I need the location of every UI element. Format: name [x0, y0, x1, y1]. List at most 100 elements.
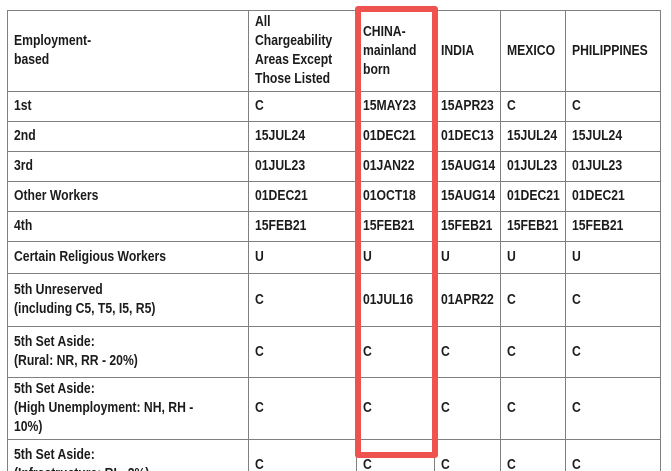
cell-text: 01DEC21	[507, 188, 560, 204]
cell-text: 15FEB21	[255, 218, 307, 234]
cell-text: C	[441, 456, 450, 471]
value-cell: 15JUL24	[565, 121, 661, 152]
cell-text: 3rd	[14, 158, 33, 174]
value-cell: U	[356, 241, 435, 274]
row-label-cell: 5th Set Aside: (Rural: NR, RR - 20%)	[7, 326, 249, 378]
cell-text: C	[441, 343, 450, 360]
value-cell: U	[434, 241, 501, 274]
cell-text: C	[441, 400, 450, 416]
cell-text: U	[363, 249, 372, 265]
cell-text: C	[507, 456, 516, 471]
cell-text: 4th	[14, 218, 33, 234]
cell-text: 5th Unreserved (including C5, T5, I5, R5…	[14, 282, 156, 317]
column-header-mexico: MEXICO	[500, 10, 566, 92]
table-row-1st: 1st C 15MAY23 15APR23 C C	[7, 91, 661, 122]
header-text: CHINA- mainland born	[363, 23, 417, 78]
cell-text: Certain Religious Workers	[14, 249, 167, 265]
value-cell: C	[434, 439, 501, 471]
column-header-all-chargeability: All Chargeability Areas Except Those Lis…	[248, 10, 357, 92]
column-header-china-mainland-born: CHINA- mainland born	[356, 10, 435, 92]
value-cell: C	[356, 377, 435, 440]
row-label-cell: Certain Religious Workers	[7, 241, 249, 274]
cell-text: C	[507, 343, 516, 360]
header-row: Employment- based All Chargeability Area…	[7, 10, 661, 92]
value-cell: 15AUG14	[434, 151, 501, 182]
value-cell: C	[500, 273, 566, 327]
table-row-3rd: 3rd 01JUL23 01JAN22 15AUG14 01JUL23 01JU…	[7, 151, 661, 182]
value-cell: C	[565, 377, 661, 440]
cell-text: 5th Set Aside: (Infrastructure: RI - 2%)	[14, 447, 149, 471]
value-cell: C	[356, 439, 435, 471]
row-label-cell: 4th	[7, 211, 249, 242]
cell-text: 15JUL24	[572, 128, 623, 144]
cell-text: 01DEC13	[441, 128, 494, 144]
table-row-5th-set-aside-high-unemployment: 5th Set Aside: (High Unemployment: NH, R…	[7, 377, 661, 440]
value-cell: C	[500, 377, 566, 440]
value-cell: C	[356, 326, 435, 378]
value-cell: 15JUL24	[248, 121, 357, 152]
value-cell: C	[248, 326, 357, 378]
header-text: All Chargeability Areas Except Those Lis…	[255, 14, 333, 87]
value-cell: C	[500, 326, 566, 378]
cell-text: C	[255, 343, 264, 360]
value-cell: 15APR23	[434, 91, 501, 122]
cell-text: 15FEB21	[441, 218, 493, 234]
cell-text: U	[441, 249, 450, 265]
header-text: Employment- based	[14, 33, 92, 68]
value-cell: C	[434, 377, 501, 440]
value-cell: C	[565, 326, 661, 378]
cell-text: C	[507, 400, 516, 416]
header-text: INDIA	[441, 42, 475, 59]
row-label-cell: Other Workers	[7, 181, 249, 212]
cell-text: C	[572, 291, 581, 308]
cell-text: 01JAN22	[363, 158, 415, 174]
cell-text: 5th Set Aside: (High Unemployment: NH, R…	[14, 381, 194, 435]
cell-text: C	[255, 456, 264, 471]
value-cell: 01DEC21	[248, 181, 357, 212]
value-cell: 15FEB21	[356, 211, 435, 242]
value-cell: U	[500, 241, 566, 274]
cell-text: U	[507, 249, 516, 265]
value-cell: 01JUL23	[565, 151, 661, 182]
value-cell: 01DEC13	[434, 121, 501, 152]
value-cell: C	[248, 91, 357, 122]
cell-text: 01APR22	[441, 291, 494, 308]
cell-text: C	[255, 291, 264, 308]
value-cell: 01DEC21	[500, 181, 566, 212]
row-label-cell: 2nd	[7, 121, 249, 152]
cell-text: Other Workers	[14, 188, 99, 204]
cell-text: C	[363, 400, 372, 416]
table-row-certain-religious-workers: Certain Religious Workers U U U U U	[7, 241, 661, 274]
cell-text: C	[572, 98, 581, 114]
value-cell: 01JUL23	[500, 151, 566, 182]
cell-text: 15FEB21	[363, 218, 415, 234]
row-label-cell: 5th Set Aside: (Infrastructure: RI - 2%)	[7, 439, 249, 471]
cell-text: C	[363, 456, 372, 471]
value-cell: C	[434, 326, 501, 378]
cell-text: 15JUL24	[255, 128, 306, 144]
value-cell: 15JUL24	[500, 121, 566, 152]
cell-text: C	[507, 98, 516, 114]
value-cell: C	[248, 273, 357, 327]
cell-text: C	[255, 98, 264, 114]
value-cell: C	[500, 91, 566, 122]
cell-text: 5th Set Aside: (Rural: NR, RR - 20%)	[14, 334, 138, 369]
cell-text: 01JUL23	[507, 158, 558, 174]
cell-text: C	[255, 400, 264, 416]
value-cell: 01JUL23	[248, 151, 357, 182]
visa-bulletin-table: Employment- based All Chargeability Area…	[7, 10, 661, 471]
cell-text: C	[572, 343, 581, 360]
cell-text: C	[572, 456, 581, 471]
value-cell: 15FEB21	[248, 211, 357, 242]
value-cell: C	[565, 439, 661, 471]
table-row-5th-set-aside-rural: 5th Set Aside: (Rural: NR, RR - 20%) C C…	[7, 326, 661, 378]
row-label-cell: 5th Unreserved (including C5, T5, I5, R5…	[7, 273, 249, 327]
cell-text: 15APR23	[441, 98, 494, 114]
table-row-5th-set-aside-infrastructure: 5th Set Aside: (Infrastructure: RI - 2%)…	[7, 439, 661, 471]
cell-text: 15AUG14	[441, 188, 496, 204]
cell-text: 1st	[14, 98, 32, 114]
cell-text: 01DEC21	[363, 128, 416, 144]
cell-text: 01JUL23	[572, 158, 623, 174]
cell-text: C	[507, 291, 516, 308]
